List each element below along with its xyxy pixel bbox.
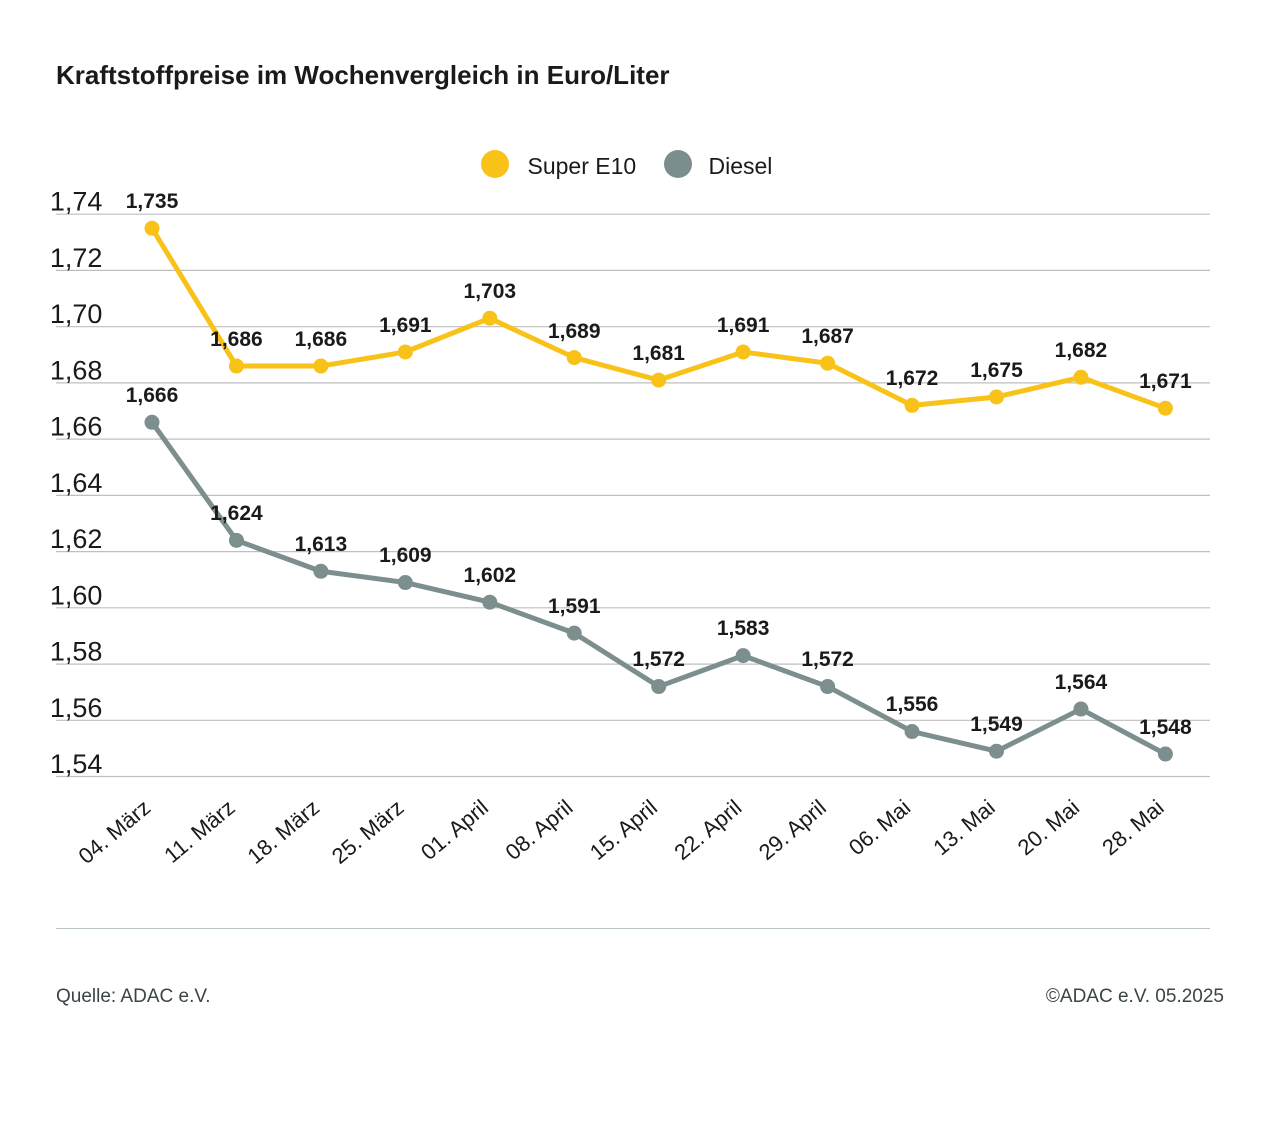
svg-text:1,556: 1,556 [886,693,939,716]
svg-text:04. März: 04. März [74,795,156,869]
svg-text:1,666: 1,666 [126,384,179,407]
svg-text:29. April: 29. April [754,795,831,865]
svg-text:1,613: 1,613 [295,533,348,556]
svg-text:1,691: 1,691 [379,314,432,337]
svg-text:1,691: 1,691 [717,314,770,337]
svg-text:1,74: 1,74 [50,187,103,217]
svg-text:18. März: 18. März [242,795,324,869]
svg-text:1,624: 1,624 [210,502,263,525]
svg-text:1,687: 1,687 [801,325,854,348]
svg-text:1,672: 1,672 [886,367,939,390]
svg-text:1,583: 1,583 [717,617,770,640]
svg-text:13. Mai: 13. Mai [928,795,999,861]
svg-text:28. Mai: 28. Mai [1097,795,1168,861]
svg-text:1,548: 1,548 [1139,716,1192,739]
svg-text:1,572: 1,572 [801,648,854,671]
svg-text:1,671: 1,671 [1139,370,1192,393]
svg-text:08. April: 08. April [500,795,577,865]
svg-text:25. März: 25. März [327,795,409,869]
svg-text:1,58: 1,58 [50,637,103,667]
svg-text:1,689: 1,689 [548,320,601,343]
svg-text:01. April: 01. April [416,795,493,865]
svg-text:1,62: 1,62 [50,524,103,554]
svg-text:20. Mai: 20. Mai [1013,795,1084,861]
svg-text:1,66: 1,66 [50,412,103,442]
svg-text:1,70: 1,70 [50,299,103,329]
svg-text:1,602: 1,602 [464,564,517,587]
svg-text:1,56: 1,56 [50,693,103,723]
svg-text:06. Mai: 06. Mai [844,795,915,861]
svg-text:1,681: 1,681 [632,342,685,365]
svg-text:1,64: 1,64 [50,468,103,498]
svg-text:1,591: 1,591 [548,595,601,618]
svg-text:1,549: 1,549 [970,713,1023,736]
svg-text:1,60: 1,60 [50,580,103,610]
svg-text:1,564: 1,564 [1055,671,1108,694]
svg-text:22. April: 22. April [669,795,746,865]
svg-text:1,572: 1,572 [632,648,685,671]
svg-text:1,68: 1,68 [50,355,103,385]
svg-text:1,675: 1,675 [970,359,1023,382]
svg-text:1,735: 1,735 [126,190,179,213]
svg-text:1,703: 1,703 [464,280,517,303]
svg-text:1,609: 1,609 [379,544,432,567]
svg-text:1,72: 1,72 [50,243,103,273]
svg-text:1,54: 1,54 [50,749,103,779]
svg-text:15. April: 15. April [585,795,662,865]
svg-text:1,682: 1,682 [1055,339,1108,362]
svg-text:11. März: 11. März [159,795,239,868]
svg-text:1,686: 1,686 [295,328,348,351]
svg-text:1,686: 1,686 [210,328,263,351]
